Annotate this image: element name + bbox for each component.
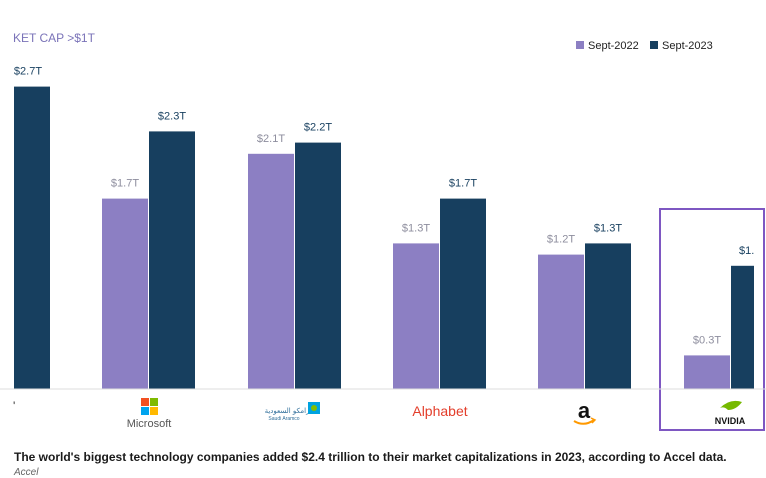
amazon-logo-text: a (578, 398, 591, 423)
aramco-latin-text: Saudi Aramco (268, 416, 299, 422)
bar-saudi-aramco-sept-2023 (295, 142, 341, 389)
legend-label-sept-2023: Sept-2023 (662, 40, 713, 52)
bar-amazon-sept-2022 (538, 254, 584, 389)
bar-alphabet-sept-2023 (440, 198, 486, 389)
alphabet-logo-text: Alphabet (412, 403, 467, 419)
bar-alphabet-sept-2022 (393, 243, 439, 389)
legend-label-sept-2022: Sept-2022 (588, 40, 639, 52)
value-labels-group: $2.7T $1.7T $2.3T $2.1T $2.2T $1.3T $1.7T $1.2T… (14, 66, 754, 347)
amazon-logo: a (573, 398, 597, 425)
label-alphabet-sept-2022: $1.3T (402, 222, 430, 234)
bar-amazon-sept-2023 (585, 243, 631, 389)
alphabet-logo: Alphabet (412, 403, 467, 419)
legend-swatch-sept-2022 (576, 41, 584, 49)
bar-microsoft-sept-2023 (149, 131, 195, 389)
microsoft-logo: Microsoft (127, 398, 172, 430)
legend: Sept-2022 Sept-2023 (576, 40, 713, 52)
label-apple-sept-2023: $2.7T (14, 66, 42, 78)
legend-swatch-sept-2023 (650, 41, 658, 49)
label-microsoft-sept-2023: $2.3T (158, 110, 186, 122)
label-saudi-aramco-sept-2022: $2.1T (257, 133, 285, 145)
label-alphabet-sept-2023: $1.7T (449, 178, 477, 190)
aramco-arabic-text: أرامكو السعودية (265, 406, 312, 415)
bar-saudi-aramco-sept-2022 (248, 153, 294, 389)
nvidia-logo-text: NVIDIA (715, 416, 746, 426)
source-credit: Accel (14, 467, 39, 478)
chart-caption: The world's biggest technology companies… (14, 450, 727, 464)
label-amazon-sept-2023: $1.3T (594, 222, 622, 234)
bar-microsoft-sept-2022 (102, 198, 148, 389)
aramco-logo: أرامكو السعودية Saudi Aramco (265, 402, 320, 422)
bar-apple-sept-2023 (14, 86, 50, 389)
label-nvidia-sept-2023: $1. (739, 245, 754, 257)
bar-chart: KET CAP >$1T Sept-2022 Sept-2023 $2.7T $1… (0, 31, 766, 431)
bar-nvidia-sept-2023 (731, 265, 754, 389)
bar-nvidia-sept-2022 (684, 355, 730, 389)
nvidia-highlight-box (659, 208, 765, 431)
label-microsoft-sept-2022: $1.7T (111, 178, 139, 190)
chart-title: KET CAP >$1T (13, 31, 96, 45)
label-nvidia-sept-2022: $0.3T (693, 334, 721, 346)
label-amazon-sept-2022: $1.2T (547, 234, 575, 246)
bars-group (14, 86, 754, 389)
apple-logo: ' (13, 399, 15, 413)
nvidia-logo: NVIDIA (715, 400, 746, 426)
microsoft-logo-text: Microsoft (127, 418, 172, 430)
svg-text:': ' (13, 399, 15, 413)
label-saudi-aramco-sept-2023: $2.2T (304, 122, 332, 134)
